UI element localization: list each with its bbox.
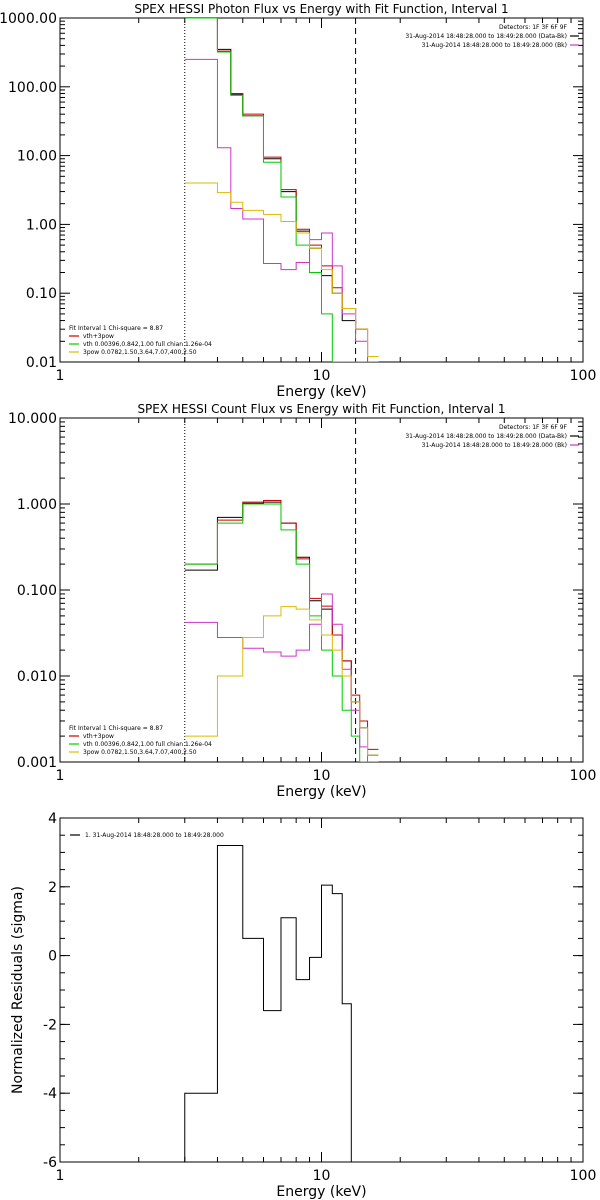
- series-line-2: [184, 499, 379, 750]
- legend-entry: Fit Interval 1 Chi-square = 8.87: [69, 725, 163, 732]
- series-line-4: [184, 58, 379, 362]
- y-tick-label: 1.00: [26, 217, 57, 233]
- y-tick-label: 0.100: [17, 583, 57, 599]
- legend-entry: vth 0.00396,0.842,1.00 full chian 1.26e-…: [83, 741, 212, 748]
- legend-entry: vth+3pow: [83, 733, 114, 740]
- y-tick-label: 0.01: [26, 355, 57, 371]
- y-tick-label: 10.00: [17, 149, 57, 165]
- y-axis-label: Normalized Residuals (sigma): [10, 886, 26, 1094]
- series-line-2: [184, 18, 379, 362]
- x-axis-label: Energy (keV): [276, 384, 366, 400]
- series-line-3: [184, 18, 379, 362]
- y-tick-label: 100.00: [8, 80, 57, 96]
- chart-title: SPEX HESSI Photon Flux vs Energy with Fi…: [134, 2, 508, 16]
- legend-entry: 31-Aug-2014 18:48:28.000 to 18:49:28.000…: [422, 442, 567, 449]
- y-tick-label: -2: [43, 1017, 57, 1033]
- x-tick-label: 100: [570, 768, 597, 784]
- x-axis-label: Energy (keV): [276, 1184, 366, 1200]
- plot-frame: [59, 417, 584, 763]
- legend-entry: 1. 31-Aug-2014 18:48:28.000 to 18:49:28.…: [85, 832, 224, 839]
- y-tick-label: 1000.00: [0, 11, 57, 27]
- legend-entry: 3pow 0.0782,1.50,3.64,7.07,400,2.50: [83, 749, 197, 756]
- x-tick-label: 100: [570, 1168, 597, 1184]
- y-tick-label: 0: [48, 949, 57, 965]
- legend-entry: Detectors: 1F 3F 6F 9F: [499, 424, 568, 431]
- y-tick-label: 10.000: [8, 411, 57, 427]
- series-line-5: [184, 182, 379, 358]
- y-tick-label: 0.10: [26, 286, 57, 302]
- legend-entry: 31-Aug-2014 18:48:28.000 to 18:49:28.000…: [422, 42, 567, 49]
- series-line-1: [184, 18, 379, 358]
- chart-title: SPEX HESSI Count Flux vs Energy with Fit…: [137, 402, 505, 416]
- legend-entry: 31-Aug-2014 18:48:28.000 to 18:49:28.000…: [405, 33, 567, 40]
- chart-panel-1: SPEX HESSI Photon Flux vs Energy with Fi…: [0, 2, 596, 400]
- legend-entry: Fit Interval 1 Chi-square = 8.87: [69, 325, 163, 332]
- legend-entry: Detectors: 1F 3F 6F 9F: [499, 24, 568, 31]
- series-line-4: [184, 593, 379, 762]
- legend-entry: vth+3pow: [83, 333, 114, 340]
- legend-entry: 31-Aug-2014 18:48:28.000 to 18:49:28.000…: [405, 433, 567, 440]
- y-tick-label: -6: [43, 1155, 57, 1171]
- series-line-5: [184, 606, 379, 756]
- x-tick-label: 100: [570, 368, 597, 384]
- series-line-3: [184, 503, 379, 762]
- y-tick-label: 2: [48, 880, 57, 896]
- x-tick-label: 10: [313, 1168, 331, 1184]
- plot-frame: [59, 817, 584, 1163]
- x-tick-label: 1: [56, 1168, 65, 1184]
- x-axis-label: Energy (keV): [276, 784, 366, 800]
- y-tick-label: -4: [43, 1086, 57, 1102]
- x-tick-label: 1: [56, 768, 65, 784]
- x-tick-label: 10: [313, 768, 331, 784]
- y-tick-label: 1.000: [17, 497, 57, 513]
- chart-panel-2: SPEX HESSI Count Flux vs Energy with Fit…: [8, 402, 596, 800]
- x-tick-label: 10: [313, 368, 331, 384]
- x-tick-label: 1: [56, 368, 65, 384]
- y-tick-label: 0.001: [17, 755, 57, 771]
- series-line-1: [184, 845, 360, 1162]
- y-tick-label: 0.010: [17, 669, 57, 685]
- series-line-1: [184, 501, 379, 756]
- legend-entry: 3pow 0.0782,1.50,3.64,7.07,400,2.50: [83, 349, 197, 356]
- legend-entry: vth 0.00396,0.842,1.00 full chian 1.26e-…: [83, 341, 212, 348]
- chart-panel-3: 1 10 100 Energy (keV) -6 -4 -2 0 2 4 Normalized Re…: [10, 811, 596, 1200]
- y-tick-label: 4: [48, 811, 57, 827]
